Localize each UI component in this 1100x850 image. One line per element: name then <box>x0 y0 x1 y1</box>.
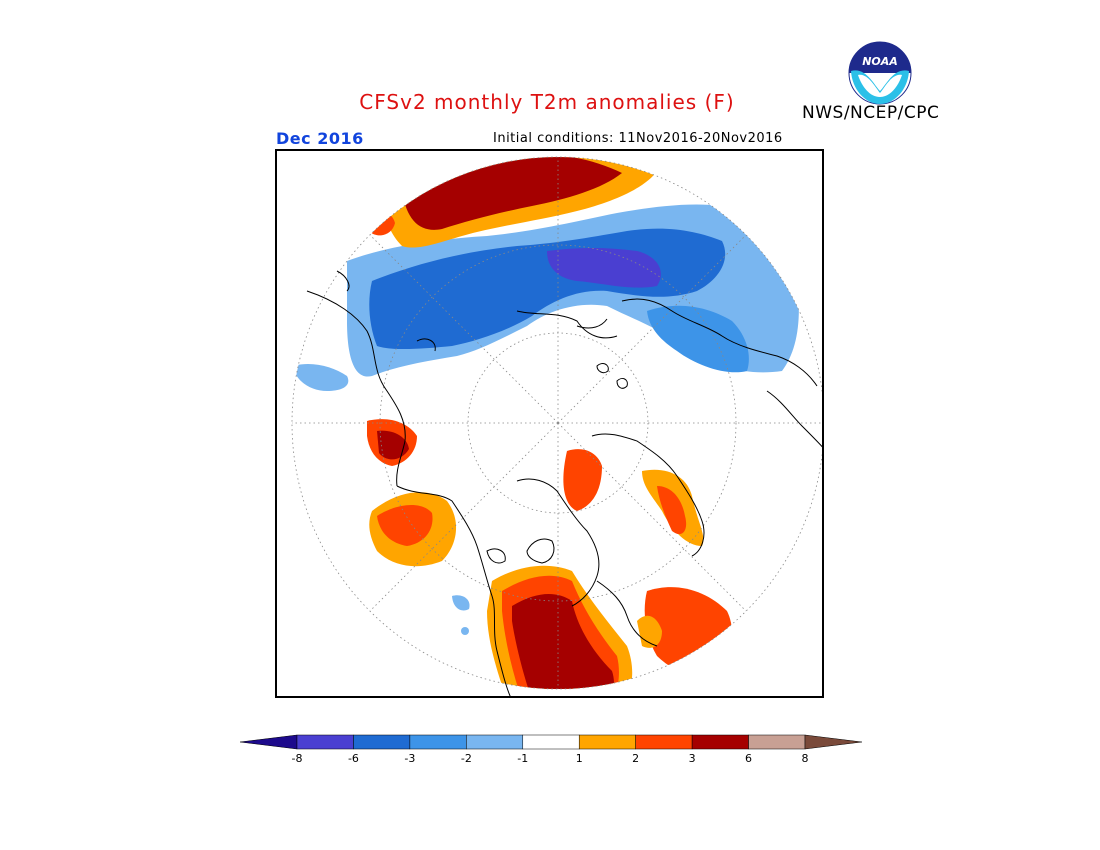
warm-anomaly-canada-core <box>377 505 433 546</box>
colorbar-bin-above <box>804 734 862 750</box>
agency-label: NWS/NCEP/CPC <box>802 103 940 123</box>
colorbar-tick-label: 2 <box>632 752 640 765</box>
noaa-logo-icon: NOAA <box>848 41 912 105</box>
coastlines <box>306 270 822 696</box>
colorbar-tick-label: -6 <box>347 752 359 765</box>
polar-map <box>275 149 824 698</box>
cold-anomaly-patch <box>452 595 470 611</box>
colorbar-tick-label: -1 <box>517 752 529 765</box>
map-title: CFSv2 monthly T2m anomalies (F) <box>0 90 1098 114</box>
colorbar-bin <box>691 734 749 750</box>
map-title-text: CFSv2 monthly T2m anomalies (F) <box>359 90 735 114</box>
cold-anomaly-siberia-deep <box>547 248 661 288</box>
polar-map-canvas <box>291 156 822 696</box>
valid-month-label: Dec 2016 <box>276 129 364 148</box>
colorbar-tick-label: -3 <box>404 752 416 765</box>
colorbar-bin <box>578 734 636 750</box>
colorbar-tick-label: 3 <box>688 752 696 765</box>
cold-anomaly-dot <box>461 627 469 635</box>
colorbar <box>240 734 862 750</box>
colorbar-tick-label: -8 <box>291 752 303 765</box>
colorbar-bin <box>353 734 411 750</box>
colorbar-bin <box>522 734 580 750</box>
noaa-logo-text: NOAA <box>862 55 898 68</box>
colorbar-tick-label: -2 <box>460 752 472 765</box>
colorbar-bin <box>296 734 354 750</box>
warm-anomaly-alaska-core <box>377 430 409 460</box>
longitude-lines <box>292 157 822 689</box>
initial-conditions-label: Initial conditions: 11Nov2016-20Nov2016 <box>493 131 783 146</box>
colorbar-tick-label: 1 <box>575 752 583 765</box>
colorbar-bin-below <box>240 734 298 750</box>
warm-anomaly-pacific-inner <box>367 210 395 236</box>
colorbar-tick-label: 6 <box>745 752 753 765</box>
colorbar-bin <box>409 734 467 750</box>
warm-anomaly-greenland <box>563 449 602 511</box>
warm-anomaly-svalbard-core <box>657 486 687 535</box>
colorbar-bin <box>466 734 524 750</box>
colorbar-bins <box>240 734 862 750</box>
warm-anomaly-central-na-core <box>512 594 614 689</box>
warm-anomaly-north-atlantic-edge <box>637 615 662 648</box>
cold-anomaly-europe <box>647 305 749 373</box>
colorbar-bin <box>748 734 806 750</box>
colorbar-tick-label: 8 <box>801 752 809 765</box>
colorbar-bin <box>635 734 693 750</box>
cold-anomaly-alaska-west <box>292 364 349 391</box>
